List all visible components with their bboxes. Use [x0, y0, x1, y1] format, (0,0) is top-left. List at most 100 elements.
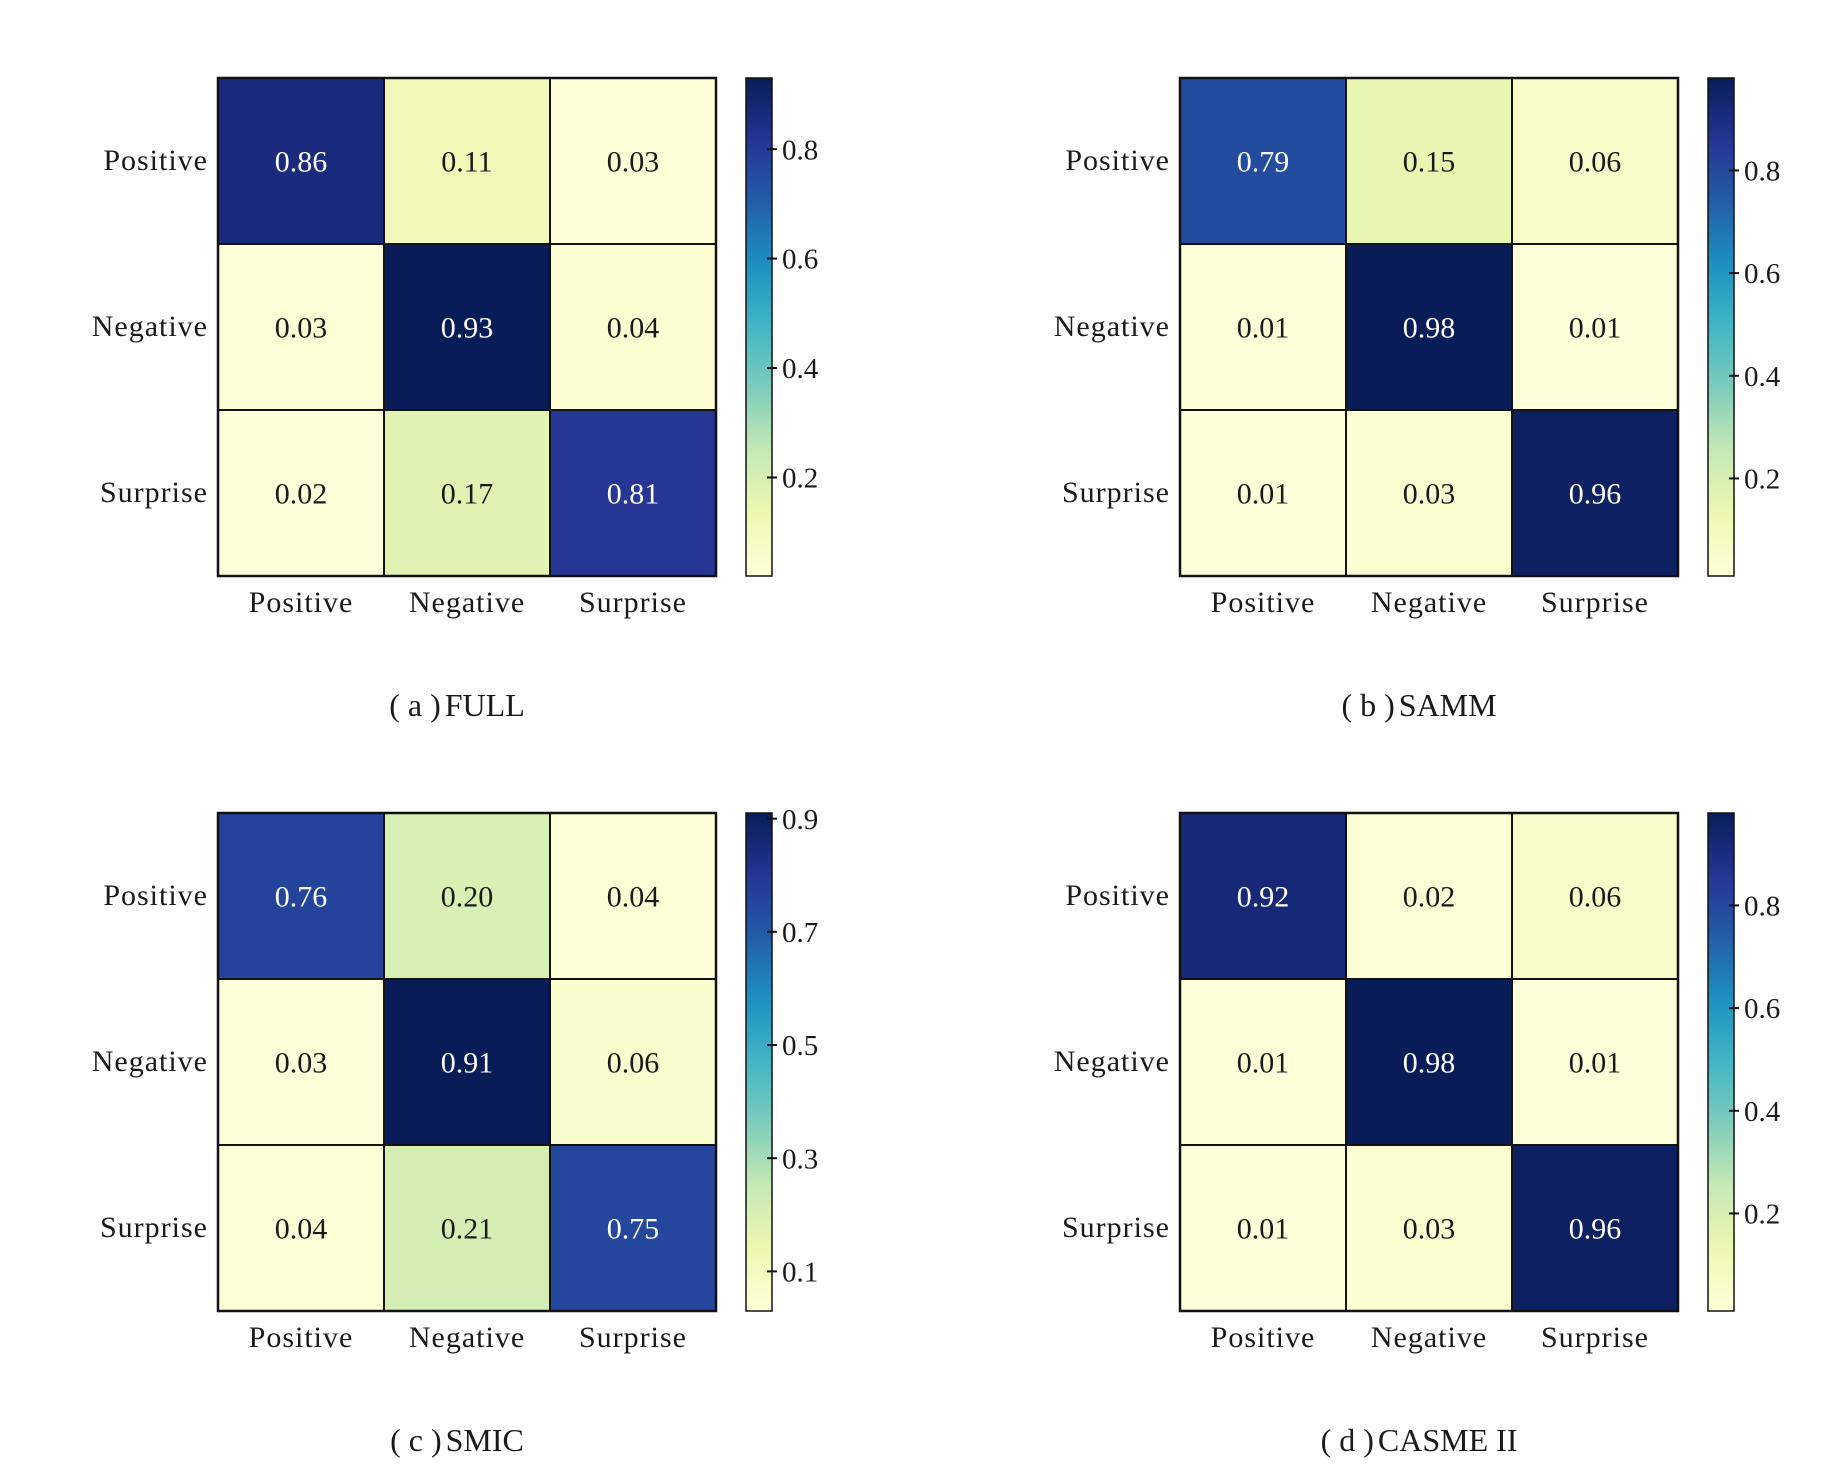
heatmap-cell [217, 77, 385, 245]
colorbar-tick-label: 0.1 [782, 1257, 818, 1289]
caption-dataset-name: SMIC [446, 1422, 524, 1458]
cell-value-label: 0.03 [275, 1047, 328, 1080]
heatmap-panel-4: 0.92 0.02 0.06 0.01 0.98 0.01 0.01 0.03 0.96 Posi… [1054, 811, 1781, 1458]
colorbar-tick-label: 0.7 [782, 917, 818, 949]
cell-value-label: 0.17 [441, 478, 494, 511]
row-label: Negative [1054, 310, 1170, 343]
cell-value-label: 0.04 [607, 312, 660, 345]
row-label: Positive [103, 879, 208, 912]
colorbar-tick-label: 0.8 [1744, 891, 1780, 923]
cell-value-label: 0.01 [1569, 1047, 1622, 1080]
row-label: Negative [1054, 1045, 1170, 1078]
column-label: Negative [409, 1321, 525, 1354]
heatmap-frame [216, 811, 718, 1313]
heatmap-cell [1345, 978, 1513, 1146]
cell-value-label: 0.81 [607, 478, 660, 511]
row-label: Positive [1065, 144, 1170, 177]
cell-value-label: 0.92 [1237, 881, 1290, 914]
cell-value-label: 0.02 [1403, 881, 1456, 914]
column-label: Positive [1211, 1321, 1316, 1354]
heatmap-panel-2: 0.79 0.15 0.06 0.01 0.98 0.01 0.01 0.03 0.96 Posi… [1054, 76, 1781, 723]
colorbar-tick-label: 0.8 [1744, 156, 1780, 188]
column-label: Surprise [579, 586, 687, 619]
cell-value-label: 0.04 [607, 881, 660, 914]
colorbar-tick-label: 0.6 [1744, 993, 1780, 1025]
caption-letter: ( b ) [1341, 687, 1394, 723]
colorbar-tick-label: 0.9 [782, 804, 818, 836]
colorbar [745, 812, 773, 1312]
colorbar-tick-label: 0.6 [782, 244, 818, 276]
cell-value-label: 0.86 [275, 146, 328, 179]
colorbar-tick-label: 0.3 [782, 1143, 818, 1175]
heatmap-cell [549, 812, 717, 980]
panel-caption: ( d ) CASME II [1321, 1422, 1518, 1458]
heatmap-panel-1: 0.86 0.11 0.03 0.03 0.93 0.04 0.02 0.17 0.81 Posi… [92, 76, 819, 723]
colorbar-tick-label: 0.6 [1744, 258, 1780, 290]
caption-dataset-name: FULL [445, 687, 525, 723]
heatmap-cell [1511, 409, 1679, 577]
column-label: Negative [1371, 586, 1487, 619]
heatmap-cell [1511, 77, 1679, 245]
heatmap-cell [217, 243, 385, 411]
colorbar-tick-label: 0.4 [1744, 1096, 1781, 1128]
row-label: Surprise [1062, 1211, 1170, 1244]
colorbar [1707, 812, 1735, 1312]
column-label: Positive [249, 586, 354, 619]
cell-value-label: 0.03 [275, 312, 328, 345]
heatmap-cell [1345, 409, 1513, 577]
caption-letter: ( d ) [1321, 1422, 1374, 1458]
column-label: Negative [1371, 1321, 1487, 1354]
cell-value-label: 0.06 [1569, 146, 1622, 179]
caption-dataset-name: SAMM [1399, 687, 1497, 723]
cell-value-label: 0.02 [275, 478, 328, 511]
caption-letter: ( a ) [389, 687, 441, 723]
cell-value-label: 0.98 [1403, 1047, 1456, 1080]
heatmap-frame [1178, 76, 1680, 578]
cell-value-label: 0.75 [607, 1213, 660, 1246]
column-label: Positive [249, 1321, 354, 1354]
heatmap-cell [383, 812, 551, 980]
cell-value-label: 0.11 [441, 146, 492, 179]
colorbar-tick-label: 0.2 [1744, 464, 1780, 496]
cell-value-label: 0.96 [1569, 478, 1622, 511]
column-label: Negative [409, 586, 525, 619]
panel-caption: ( c ) SMIC [390, 1422, 524, 1458]
cell-value-label: 0.06 [1569, 881, 1622, 914]
caption-dataset-name: CASME II [1378, 1422, 1518, 1458]
heatmap-cell [549, 978, 717, 1146]
cell-value-label: 0.03 [607, 146, 660, 179]
cell-value-label: 0.04 [275, 1213, 328, 1246]
cell-value-label: 0.21 [441, 1213, 494, 1246]
cell-value-label: 0.06 [607, 1047, 660, 1080]
cell-value-label: 0.20 [441, 881, 494, 914]
cell-value-label: 0.91 [441, 1047, 494, 1080]
cell-value-label: 0.01 [1237, 1213, 1290, 1246]
heatmap-cell [1345, 243, 1513, 411]
panel-caption: ( b ) SAMM [1341, 687, 1496, 723]
cell-value-label: 0.03 [1403, 478, 1456, 511]
heatmap-cell [217, 1144, 385, 1312]
panel-caption: ( a ) FULL [389, 687, 525, 723]
heatmap-cell [1179, 243, 1347, 411]
colorbar-tick-label: 0.2 [1744, 1199, 1780, 1231]
row-label: Positive [1065, 879, 1170, 912]
column-label: Surprise [579, 1321, 687, 1354]
heatmap-frame [1178, 811, 1680, 1313]
heatmap-panel-3: 0.76 0.20 0.04 0.03 0.91 0.06 0.04 0.21 0.75 Posi… [92, 804, 819, 1458]
heatmap-cell [1345, 77, 1513, 245]
heatmap-cell [1179, 978, 1347, 1146]
cell-value-label: 0.01 [1237, 478, 1290, 511]
colorbar-tick-label: 0.4 [1744, 361, 1781, 393]
heatmap-cell [383, 409, 551, 577]
heatmap-cell [1179, 77, 1347, 245]
row-label: Positive [103, 144, 208, 177]
heatmap-cell [1511, 1144, 1679, 1312]
heatmap-cell [549, 243, 717, 411]
cell-value-label: 0.01 [1569, 312, 1622, 345]
heatmap-cell [383, 243, 551, 411]
heatmap-frame [216, 76, 718, 578]
colorbar-tick-label: 0.2 [782, 463, 818, 495]
colorbar-tick-label: 0.5 [782, 1030, 818, 1062]
cell-value-label: 0.93 [441, 312, 494, 345]
